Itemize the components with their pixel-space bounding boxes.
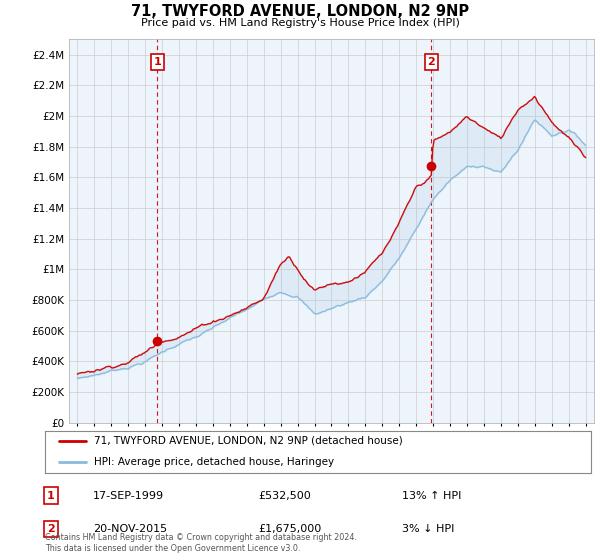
Text: 1: 1 <box>154 57 161 67</box>
Text: 3% ↓ HPI: 3% ↓ HPI <box>402 524 454 534</box>
Text: 20-NOV-2015: 20-NOV-2015 <box>93 524 167 534</box>
Text: Price paid vs. HM Land Registry's House Price Index (HPI): Price paid vs. HM Land Registry's House … <box>140 18 460 29</box>
Text: 2: 2 <box>427 57 435 67</box>
Text: 2: 2 <box>47 524 55 534</box>
Text: 71, TWYFORD AVENUE, LONDON, N2 9NP: 71, TWYFORD AVENUE, LONDON, N2 9NP <box>131 4 469 20</box>
Text: 13% ↑ HPI: 13% ↑ HPI <box>402 491 461 501</box>
Text: 1: 1 <box>47 491 55 501</box>
Text: 17-SEP-1999: 17-SEP-1999 <box>93 491 164 501</box>
Text: £1,675,000: £1,675,000 <box>258 524 321 534</box>
Text: Contains HM Land Registry data © Crown copyright and database right 2024.
This d: Contains HM Land Registry data © Crown c… <box>45 533 357 553</box>
Text: £532,500: £532,500 <box>258 491 311 501</box>
Text: 71, TWYFORD AVENUE, LONDON, N2 9NP (detached house): 71, TWYFORD AVENUE, LONDON, N2 9NP (deta… <box>94 436 403 446</box>
Text: HPI: Average price, detached house, Haringey: HPI: Average price, detached house, Hari… <box>94 457 334 467</box>
